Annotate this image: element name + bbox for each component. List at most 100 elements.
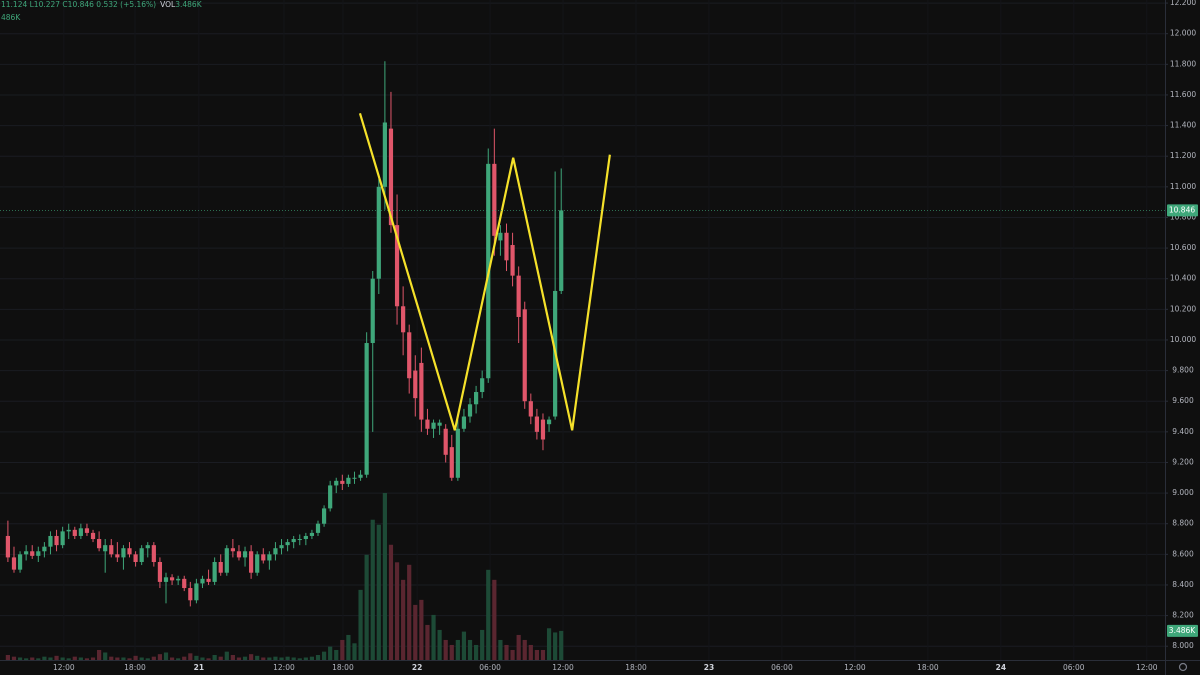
y-tick-label: 9.200 xyxy=(1172,457,1194,466)
volume-bar xyxy=(528,644,533,660)
volume-bar xyxy=(291,657,296,660)
volume-bar xyxy=(133,655,138,660)
grid xyxy=(0,2,1165,647)
candle-body xyxy=(163,577,169,582)
volume-bar xyxy=(255,655,260,660)
candle-body xyxy=(42,546,47,552)
candle-body xyxy=(473,392,479,405)
candle-body xyxy=(218,561,223,573)
x-tick-label: 18:00 xyxy=(332,663,354,672)
candle-body xyxy=(127,548,132,555)
volume-bar xyxy=(376,524,381,660)
y-tick-label: 9.600 xyxy=(1172,396,1194,405)
candle-body xyxy=(315,523,321,533)
x-tick-label: 12:00 xyxy=(1136,663,1158,672)
x-tick-label: 18:00 xyxy=(625,663,647,672)
candle-body xyxy=(206,578,211,582)
candle-body xyxy=(291,539,296,543)
candle-body xyxy=(66,529,71,532)
y-tick-label: 8.400 xyxy=(1172,580,1194,589)
volume-bar xyxy=(267,657,272,660)
candle-body xyxy=(401,306,406,333)
candle-body xyxy=(358,474,363,478)
candle-body xyxy=(188,588,193,601)
volume-bar xyxy=(151,656,156,660)
candle-body xyxy=(498,232,503,241)
settings-icon[interactable] xyxy=(1178,662,1188,672)
volume-bar xyxy=(443,639,448,660)
candle-body xyxy=(346,477,351,484)
x-tick-label: 22 xyxy=(412,663,422,672)
y-tick-label: 10.000 xyxy=(1170,335,1196,344)
candle-body xyxy=(133,554,138,562)
candle-body xyxy=(285,542,290,546)
volume-bar xyxy=(157,654,163,660)
volume-bar xyxy=(66,658,71,660)
candle-body xyxy=(516,275,521,317)
candle-body xyxy=(407,332,412,379)
legend-volume-line: 486K xyxy=(1,13,21,22)
candle-body xyxy=(480,378,485,393)
candle-body xyxy=(5,535,11,558)
volume-bar xyxy=(522,639,527,660)
legend-ohlc: 11.124 L10.227 C10.846 0.532 (+5.16%) xyxy=(1,0,156,9)
volume-bar xyxy=(437,629,442,660)
volume-bar xyxy=(297,658,302,660)
candle-body xyxy=(30,551,35,556)
x-tick-label: 06:00 xyxy=(1063,663,1085,672)
settings-gear[interactable] xyxy=(1178,662,1188,672)
candle-layer xyxy=(5,61,564,607)
legend-volume-value: 3.486K xyxy=(175,0,202,9)
last-price-box xyxy=(1167,204,1198,217)
candle-body xyxy=(17,554,23,570)
volume-bar xyxy=(358,589,363,660)
candle-body xyxy=(230,548,235,552)
candle-body xyxy=(504,232,509,261)
candle-body xyxy=(24,551,29,555)
volume-bar xyxy=(109,656,114,660)
candle-body xyxy=(370,278,375,344)
volume-bar xyxy=(145,658,150,660)
candle-body xyxy=(376,186,381,279)
volume-bar xyxy=(510,649,515,660)
volume-bar xyxy=(431,614,436,660)
candle-body xyxy=(54,535,59,546)
y-tick-label: 9.800 xyxy=(1172,366,1194,375)
volume-bar xyxy=(352,643,357,660)
candle-body xyxy=(425,419,430,429)
volume-bar xyxy=(194,655,199,660)
y-tick-label: 11.000 xyxy=(1170,182,1196,191)
candle-body xyxy=(194,583,199,601)
volume-bar xyxy=(163,652,169,660)
candle-body xyxy=(267,554,272,561)
y-tick-label: 11.600 xyxy=(1170,90,1196,99)
candle-body xyxy=(139,548,144,562)
candle-body xyxy=(90,532,96,540)
volume-bar xyxy=(540,649,546,660)
volume-bar xyxy=(115,657,120,660)
candle-body xyxy=(261,554,266,561)
volume-bar xyxy=(401,579,406,660)
volume-bar xyxy=(206,658,211,660)
volume-bar xyxy=(188,653,193,660)
volume-bar xyxy=(30,657,35,660)
volume-bar xyxy=(321,651,327,660)
volume-bar xyxy=(279,657,284,660)
candle-body xyxy=(413,370,418,399)
candle-body xyxy=(145,545,150,549)
candle-body xyxy=(334,480,339,486)
volume-bar xyxy=(17,657,23,660)
candle-body xyxy=(121,548,126,558)
volume-bar xyxy=(394,562,400,660)
volume-bar xyxy=(534,649,539,660)
volume-bar xyxy=(11,656,17,660)
volume-bar xyxy=(486,569,491,660)
candle-body xyxy=(328,485,333,509)
candle-body xyxy=(182,578,187,589)
volume-bar xyxy=(60,657,65,660)
candle-body xyxy=(169,577,175,581)
volume-bar xyxy=(24,658,29,660)
volume-bar xyxy=(224,651,229,660)
